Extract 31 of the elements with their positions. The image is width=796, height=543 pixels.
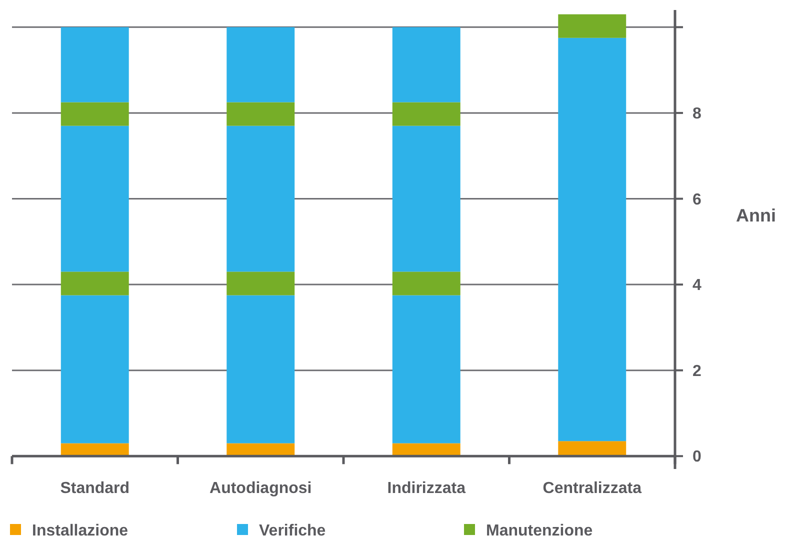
y-tick-label: 8 xyxy=(692,106,702,123)
bar xyxy=(226,272,295,296)
bar xyxy=(392,272,460,296)
bar xyxy=(558,14,626,38)
x-tick-label: Indirizzata xyxy=(387,480,466,498)
y-tick-label: 2 xyxy=(692,362,702,380)
bar xyxy=(60,272,129,296)
bar xyxy=(392,27,460,102)
bar xyxy=(392,295,460,444)
legend-label: Verifiche xyxy=(259,522,326,540)
bar xyxy=(558,38,626,442)
bar xyxy=(60,27,129,102)
bar xyxy=(558,441,626,456)
y-tick-label: 4 xyxy=(692,277,702,294)
bar xyxy=(226,126,295,272)
x-tick-label: Standard xyxy=(60,480,130,498)
bar xyxy=(226,27,295,102)
x-tick-label: Autodiagnosi xyxy=(210,480,312,498)
bar xyxy=(60,102,129,126)
bar xyxy=(226,102,295,126)
legend-label: Manutenzione xyxy=(486,522,593,540)
y-axis-title: Anni xyxy=(736,205,776,226)
bar xyxy=(226,295,295,444)
bar xyxy=(60,295,129,444)
legend-label: Installazione xyxy=(32,522,128,540)
bar xyxy=(60,126,129,272)
bar xyxy=(392,126,460,272)
y-tick-label: 0 xyxy=(692,448,702,466)
y-tick-label: 6 xyxy=(692,191,702,208)
x-tick-label: Centralizzata xyxy=(542,480,642,498)
bar xyxy=(392,102,460,126)
